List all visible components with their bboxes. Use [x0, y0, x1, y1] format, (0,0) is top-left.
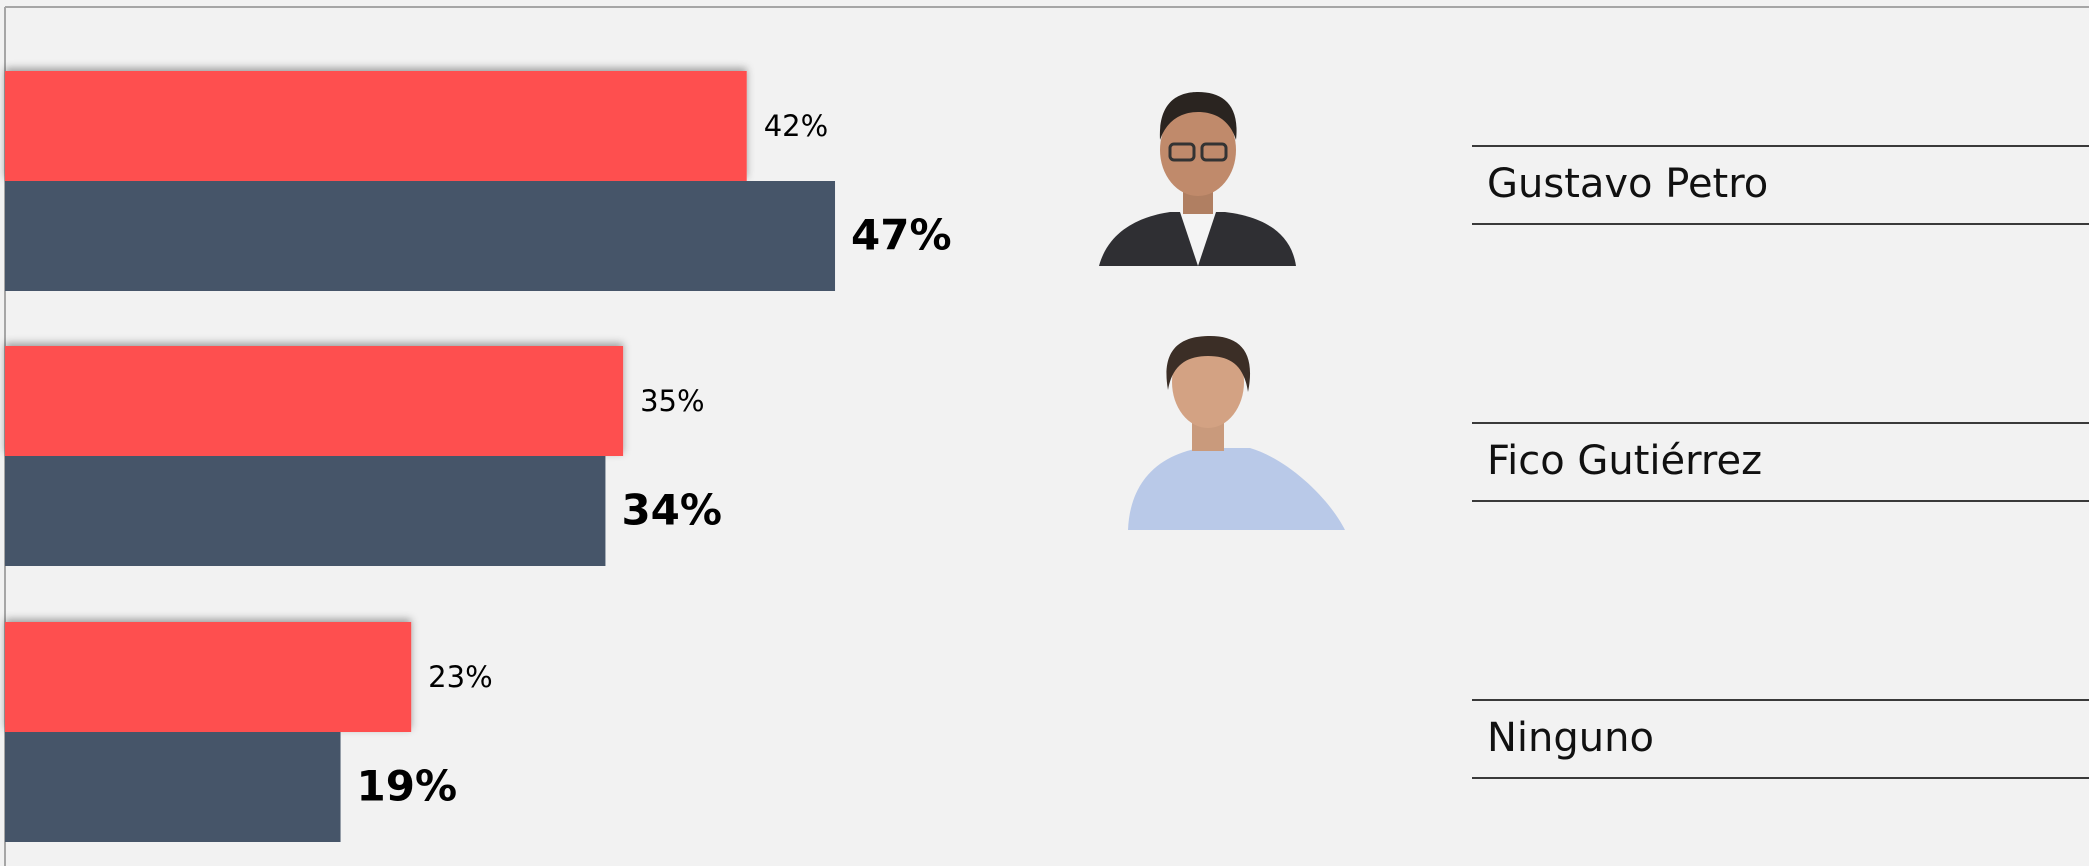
- value-label: 35%: [640, 384, 704, 418]
- bar: [5, 456, 605, 566]
- bar: [5, 181, 835, 291]
- value-label: 34%: [621, 486, 722, 535]
- value-label: 23%: [428, 660, 492, 694]
- chart: 42% 47% Gustavo Petro 35% 34% Fico Gutiérrez 2…: [0, 0, 2089, 866]
- category-label: Fico Gutiérrez: [1487, 438, 1762, 484]
- value-label: 47%: [851, 211, 952, 260]
- value-label: 42%: [764, 109, 828, 143]
- bar: [5, 71, 747, 181]
- bar: [5, 732, 341, 842]
- bar: [5, 622, 411, 732]
- category-label: Gustavo Petro: [1487, 161, 1768, 207]
- page: 42% 47% Gustavo Petro 35% 34% Fico Gutiérrez 2…: [0, 0, 2089, 866]
- category-label: Ninguno: [1487, 715, 1654, 761]
- value-label: 19%: [357, 762, 458, 811]
- bar: [5, 346, 623, 456]
